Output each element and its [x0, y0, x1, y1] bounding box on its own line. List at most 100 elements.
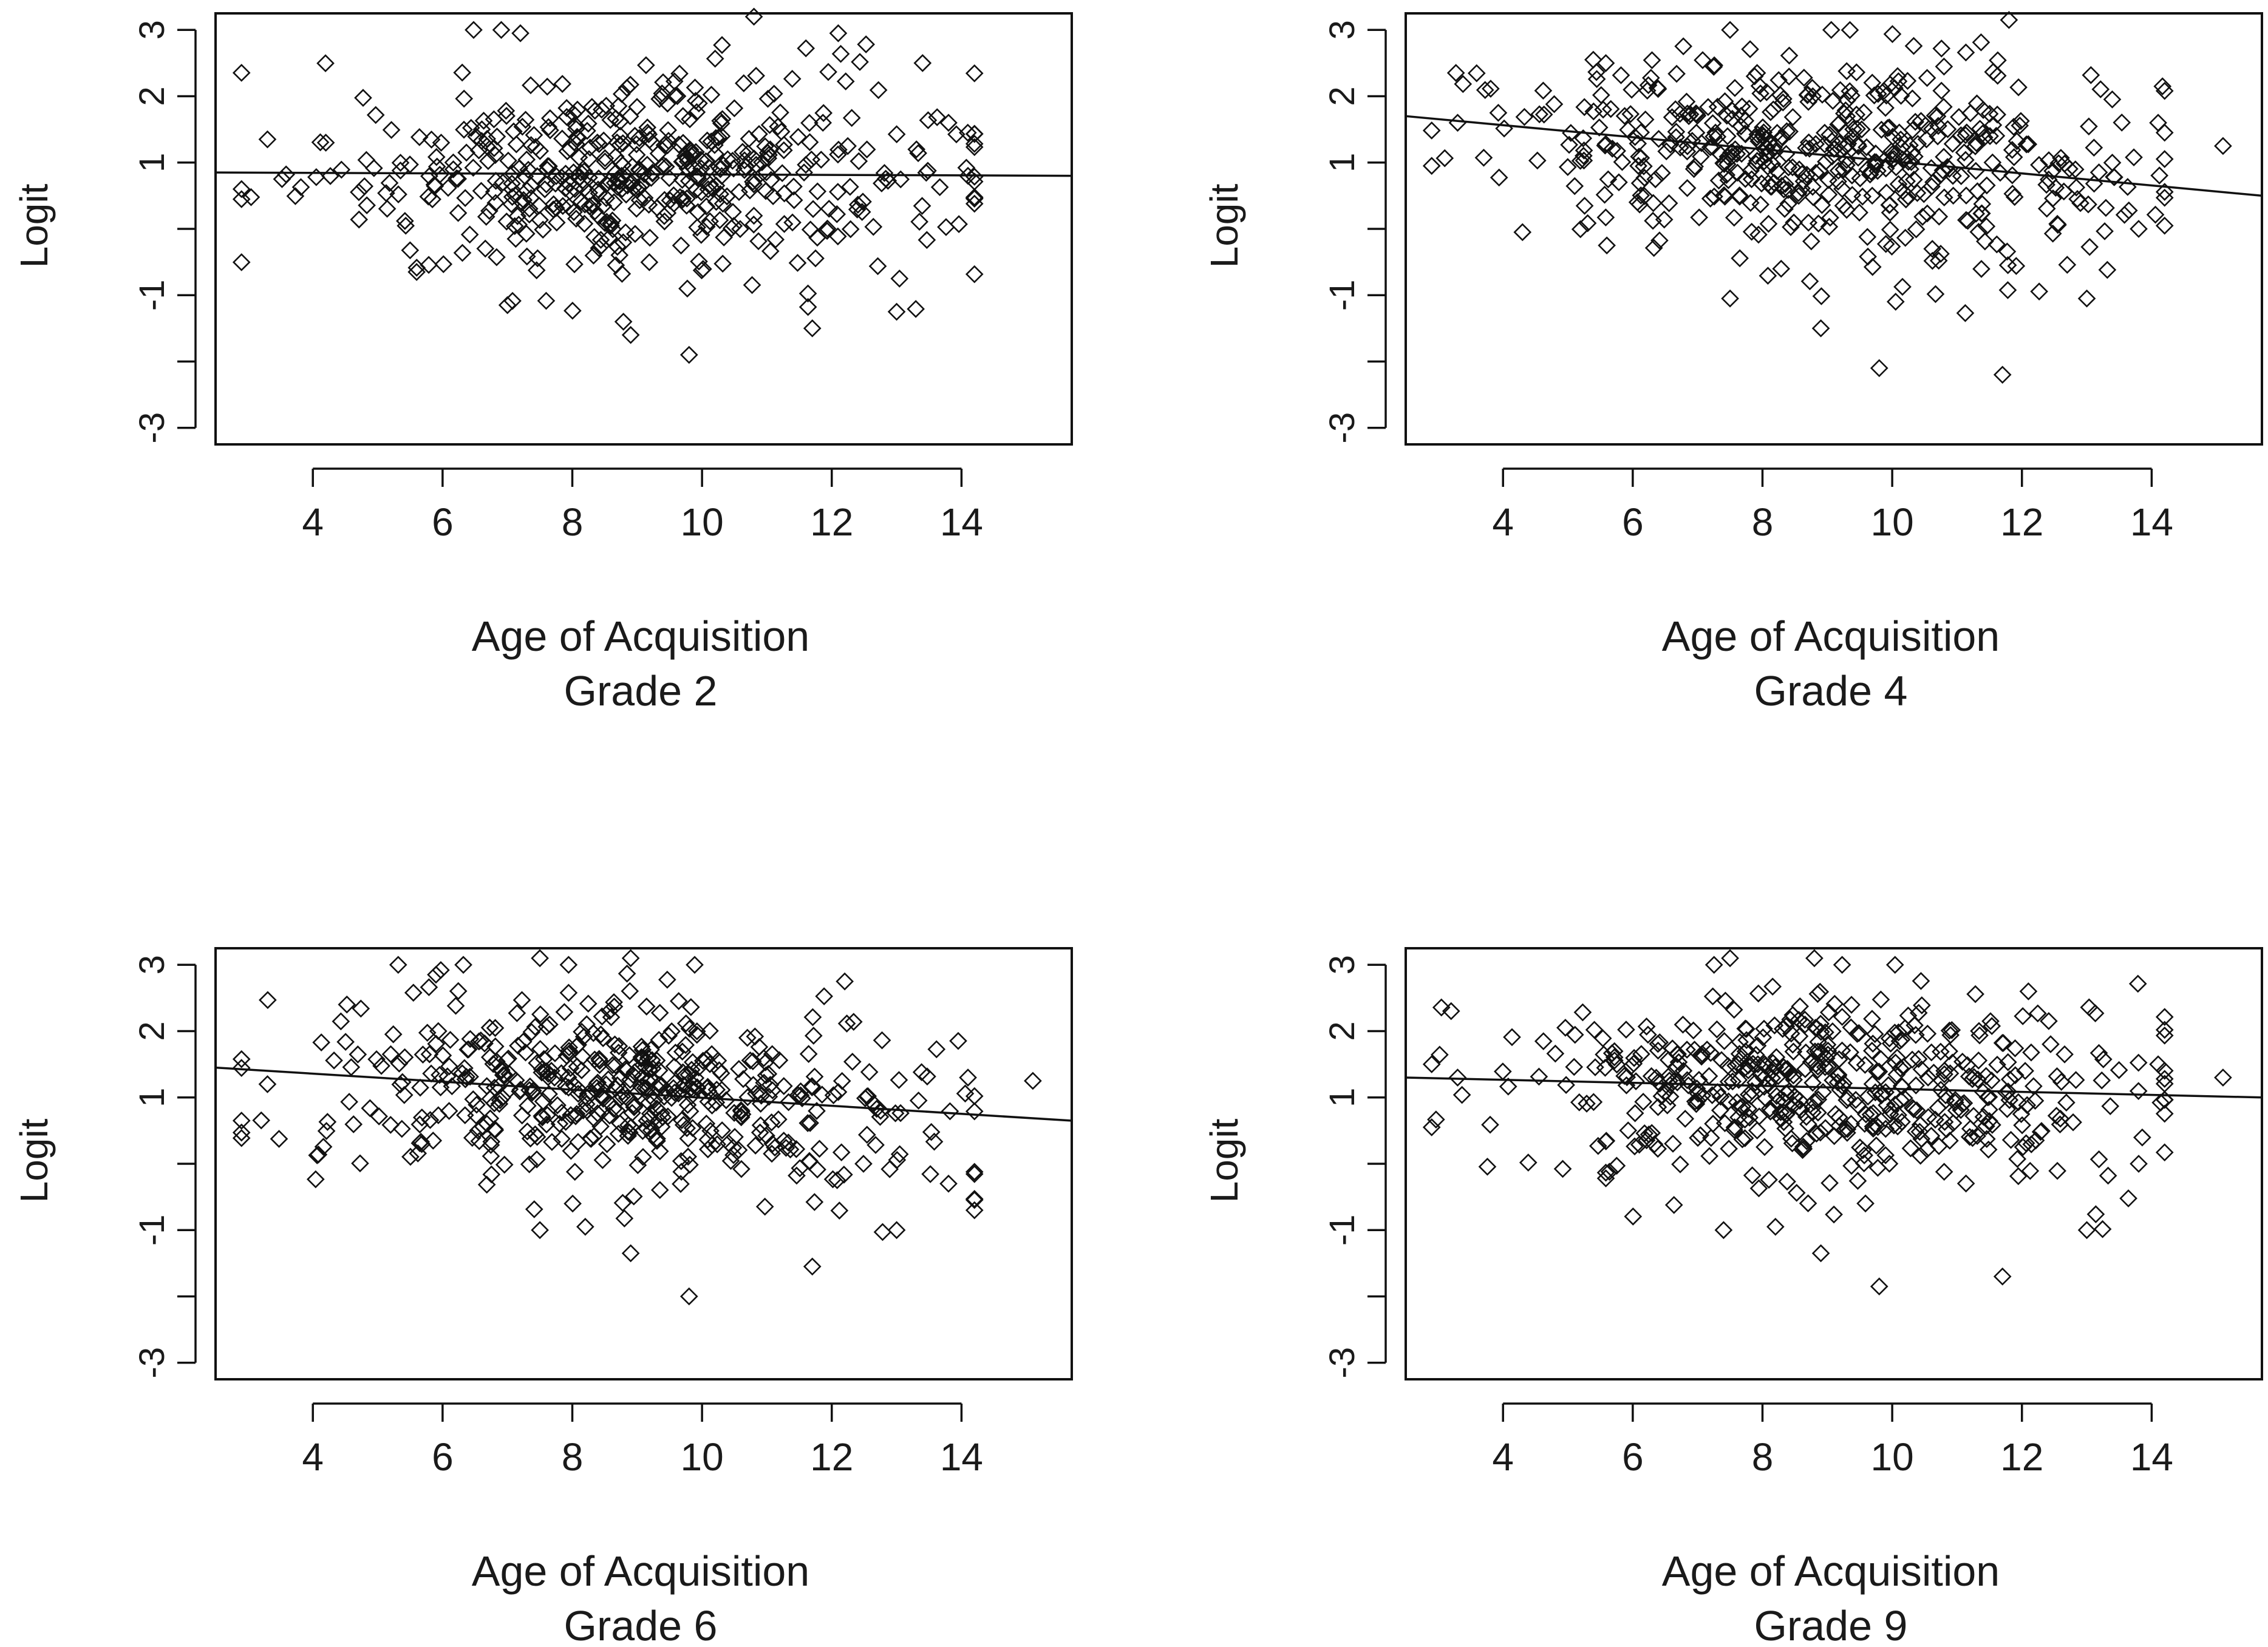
data-point — [804, 200, 822, 219]
data-point — [1728, 163, 1747, 182]
data-point — [655, 207, 673, 225]
data-point — [1977, 1130, 1996, 1149]
data-point — [1863, 73, 1882, 92]
data-point — [429, 1106, 448, 1124]
data-point — [769, 1110, 788, 1129]
data-point — [713, 194, 732, 213]
data-point — [770, 1051, 789, 1070]
data-point — [588, 1104, 607, 1122]
data-point — [461, 118, 480, 137]
data-point — [1575, 98, 1594, 117]
data-point — [1644, 211, 1662, 230]
data-point — [559, 1068, 577, 1087]
data-point — [1885, 956, 1904, 974]
data-point — [440, 1102, 458, 1120]
data-point — [783, 213, 802, 232]
data-point — [412, 1108, 431, 1127]
data-point — [559, 983, 578, 1002]
data-point — [460, 225, 479, 244]
data-point — [1941, 1064, 1960, 1082]
data-point — [560, 182, 579, 201]
data-point — [1776, 200, 1794, 219]
data-point — [581, 197, 599, 216]
x-tick-label: 4 — [1492, 1435, 1514, 1479]
data-point — [775, 141, 793, 160]
data-point — [1926, 1110, 1944, 1129]
data-point — [1432, 998, 1451, 1017]
data-point — [543, 1133, 561, 1151]
data-point — [679, 1287, 698, 1306]
data-point — [522, 76, 540, 95]
data-point — [1966, 161, 1985, 180]
data-point — [1993, 1267, 2012, 1286]
data-point — [1908, 184, 1927, 202]
data-point — [2030, 155, 2048, 174]
data-point — [1621, 105, 1640, 123]
data-point — [449, 169, 468, 188]
data-point — [528, 249, 547, 268]
y-tick-label: -3 — [132, 1347, 172, 1379]
data-point — [2026, 1092, 2045, 1110]
data-point — [1740, 1109, 1759, 1127]
y-tick-label: 1 — [1323, 1088, 1362, 1107]
data-point — [1700, 1147, 1718, 1166]
x-axis: 4 6 8 10 12 14 — [302, 467, 983, 544]
data-point — [713, 254, 732, 273]
data-point — [513, 117, 532, 136]
data-point — [619, 1116, 638, 1135]
data-point — [1664, 1135, 1682, 1153]
data-point — [611, 112, 630, 131]
data-point — [890, 1071, 908, 1089]
data-point — [1761, 1102, 1780, 1121]
data-point — [1711, 1087, 1730, 1106]
data-point — [474, 112, 493, 130]
data-point — [1935, 188, 1953, 207]
data-point — [909, 1092, 928, 1110]
data-point — [706, 49, 724, 68]
data-point — [744, 206, 763, 225]
scatter-points — [1422, 11, 2232, 384]
x-axis: 4 6 8 10 12 14 — [1492, 467, 2173, 544]
data-point — [316, 54, 335, 73]
data-point — [412, 1135, 431, 1153]
plot-frame — [1405, 947, 2263, 1380]
data-point — [1851, 1138, 1869, 1156]
data-point — [477, 1175, 496, 1194]
data-point — [1935, 57, 1953, 76]
data-point — [548, 1096, 567, 1115]
data-point — [1759, 1075, 1777, 1093]
data-point — [683, 1119, 702, 1138]
data-point — [1833, 1008, 1851, 1026]
data-point — [2155, 1075, 2174, 1093]
data-point — [1930, 207, 1949, 226]
data-point — [873, 1223, 892, 1241]
data-point — [750, 124, 768, 143]
data-point — [517, 150, 536, 169]
data-point — [777, 1138, 795, 1157]
data-point — [793, 1089, 811, 1107]
data-point — [1812, 287, 1831, 305]
data-point — [804, 1027, 823, 1045]
data-point — [628, 1082, 647, 1101]
data-point — [687, 1022, 706, 1041]
data-point — [2057, 1093, 2076, 1112]
data-point — [1848, 1172, 1867, 1190]
data-point — [647, 1051, 666, 1070]
y-tick-label: 1 — [1323, 153, 1362, 172]
data-point — [1923, 251, 1942, 270]
data-point — [1639, 1025, 1657, 1044]
y-tick-label: 3 — [1323, 20, 1362, 39]
data-point — [1742, 1087, 1760, 1105]
data-point — [1678, 104, 1697, 123]
data-point — [565, 203, 583, 222]
data-point — [1557, 1076, 1575, 1095]
data-point — [1596, 1163, 1615, 1182]
data-point — [1606, 1051, 1624, 1070]
data-point — [1952, 126, 1970, 144]
data-point — [469, 141, 488, 160]
data-point — [1751, 195, 1770, 214]
data-point — [461, 1067, 479, 1086]
data-point — [1807, 163, 1825, 182]
data-point — [1918, 69, 1936, 87]
data-point — [724, 203, 742, 221]
